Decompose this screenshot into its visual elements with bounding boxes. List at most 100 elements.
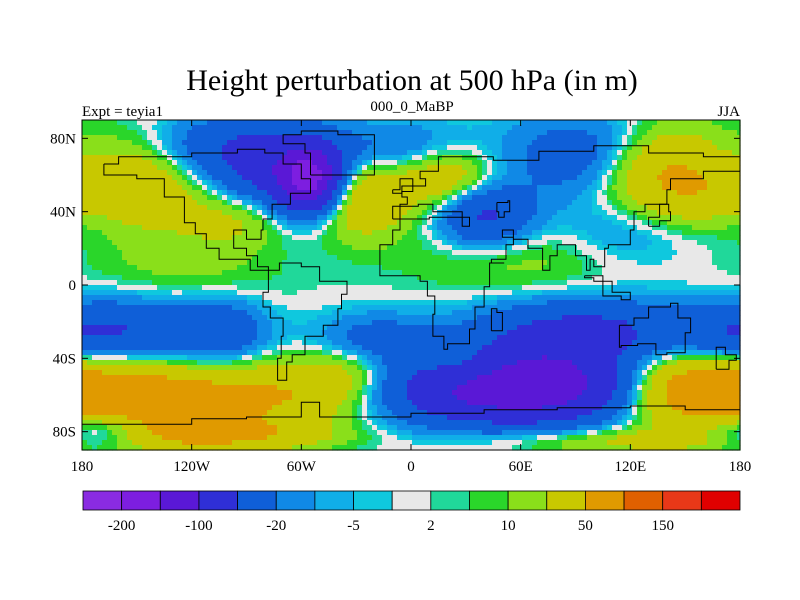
field-cell [497,160,503,166]
field-cell [697,250,703,256]
field-cell [187,240,193,246]
field-cell [242,160,248,166]
field-cell [337,140,343,146]
field-cell [287,240,293,246]
field-cell [267,140,273,146]
field-cell [177,145,183,151]
field-cell [187,210,193,216]
field-cell [577,160,583,166]
field-cell [562,130,568,136]
field-cell [472,165,478,171]
field-cell [442,225,448,231]
field-cell [502,155,508,161]
field-cell [392,120,398,126]
field-cell [257,300,263,306]
field-cell [697,130,703,136]
field-cell [432,135,438,141]
field-cell [497,270,503,276]
field-cell [442,300,448,306]
field-cell [687,220,693,226]
field-cell [202,230,208,236]
field-cell [222,155,228,161]
field-cell [727,120,733,126]
field-cell [297,290,303,296]
field-cell [182,225,188,231]
field-cell [582,125,588,131]
field-cell [332,170,338,176]
field-cell [627,120,633,126]
field-cell [712,155,718,161]
field-cell [357,270,363,276]
field-cell [412,295,418,301]
field-cell [492,155,498,161]
field-cell [302,270,308,276]
field-cell [612,195,618,201]
field-cell [232,220,238,226]
field-cell [457,230,463,236]
field-cell [412,290,418,296]
field-cell [142,155,148,161]
field-cell [732,240,738,246]
field-cell [702,210,708,216]
field-cell [432,145,438,151]
field-cell [252,255,258,261]
field-cell [412,260,418,266]
field-cell [367,245,373,251]
field-cell [682,165,688,171]
field-cell [437,300,443,306]
field-cell [277,135,283,141]
field-cell [207,175,213,181]
field-cell [487,245,493,251]
field-cell [132,225,138,231]
field-cell [422,210,428,216]
field-cell [707,260,713,266]
field-cell [727,220,733,226]
field-cell [172,185,178,191]
field-cell [417,165,423,171]
field-cell [402,190,408,196]
field-cell [437,195,443,201]
field-cell [172,220,178,226]
field-cell [112,285,118,291]
field-cell [407,230,413,236]
field-cell [677,250,683,256]
field-cell [627,305,633,311]
field-cell [512,295,518,301]
field-cell [462,210,468,216]
field-cell [702,300,708,306]
field-cell [712,270,718,276]
field-cell [472,145,478,151]
field-cell [442,250,448,256]
field-cell [667,120,673,126]
field-cell [437,180,443,186]
field-cell [147,125,153,131]
field-cell [272,190,278,196]
field-cell [232,225,238,231]
field-cell [497,245,503,251]
field-cell [437,175,443,181]
field-cell [217,260,223,266]
field-cell [652,245,658,251]
field-cell [357,255,363,261]
field-cell [737,175,741,181]
field-cell [487,285,493,291]
field-cell [167,305,173,311]
field-cell [337,150,343,156]
field-cell [332,245,338,251]
field-cell [277,175,283,181]
field-cell [567,260,573,266]
field-cell [467,305,473,311]
field-cell [607,290,613,296]
field-cell [432,210,438,216]
field-cell [522,170,528,176]
field-cell [467,125,473,131]
field-cell [577,255,583,261]
field-cell [732,220,738,226]
field-cell [497,180,503,186]
field-cell [517,205,523,211]
field-cell [502,240,508,246]
field-cell [352,260,358,266]
field-cell [612,140,618,146]
field-cell [482,170,488,176]
field-cell [632,265,638,271]
